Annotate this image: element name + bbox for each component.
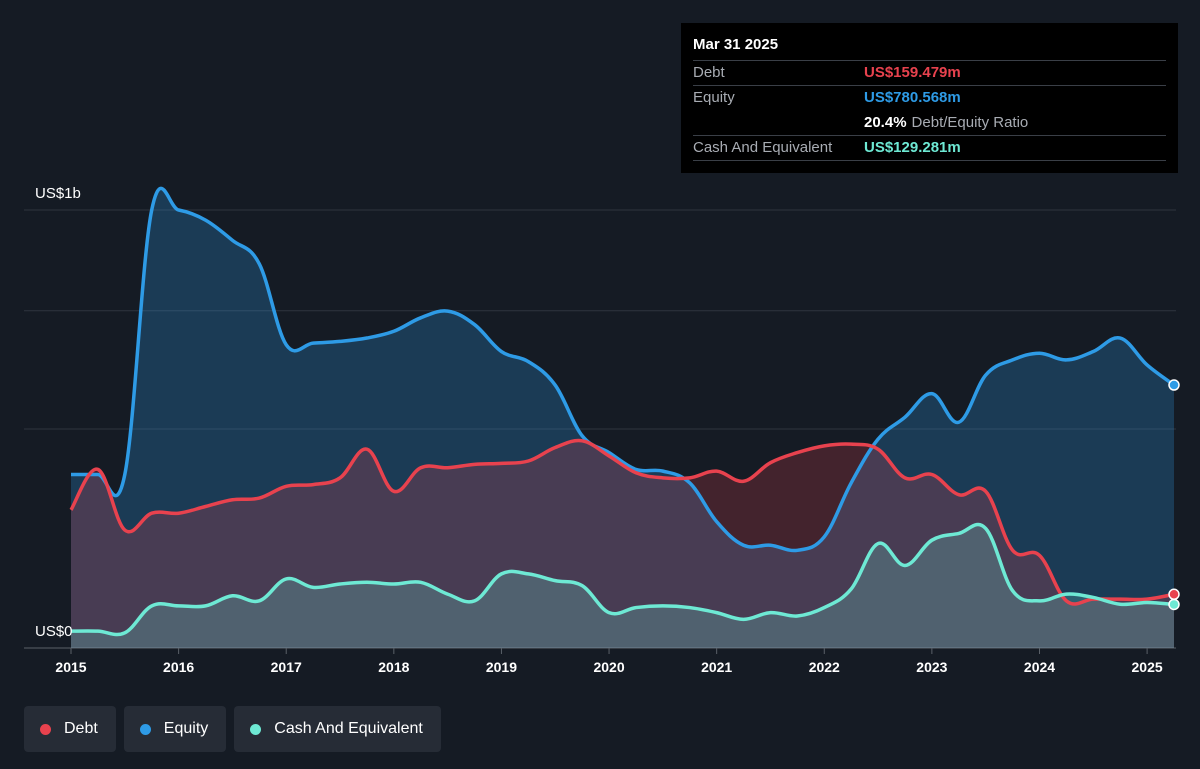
endpoint-cash-and-equivalent	[1168, 598, 1180, 611]
area-equity	[71, 188, 1174, 648]
tooltip-row-cash: Cash And Equivalent US$129.281m	[693, 135, 1166, 161]
tooltip-row-equity: Equity US$780.568m	[693, 85, 1166, 110]
y-axis-bottom-label: US$0	[35, 623, 73, 640]
legend-dot-equity	[139, 723, 151, 735]
legend: Debt Equity Cash And Equivalent	[24, 706, 441, 752]
tooltip-equity-value: US$780.568m	[864, 89, 961, 106]
tooltip-ratio-value: 20.4%	[864, 114, 907, 131]
endpoint-debt	[1168, 588, 1180, 601]
x-axis-ticks: 2015 2016 2017 2018 2019 2020 2021 2022 2023 2024…	[55, 648, 1163, 675]
legend-item-debt[interactable]: Debt	[24, 706, 116, 752]
x-tick-label: 2021	[701, 659, 732, 675]
x-tick-label: 2017	[271, 659, 302, 675]
legend-dot-cash	[250, 723, 262, 735]
x-tick-label: 2016	[163, 659, 194, 675]
x-tick-label: 2015	[55, 659, 86, 675]
tooltip-cash-label: Cash And Equivalent	[693, 139, 833, 156]
legend-label-debt: Debt	[64, 720, 98, 737]
x-tick-label: 2023	[916, 659, 947, 675]
x-tick-label: 2020	[593, 659, 624, 675]
legend-dot-debt	[40, 723, 51, 735]
endpoint-equity	[1168, 379, 1180, 391]
legend-item-cash[interactable]: Cash And Equivalent	[234, 706, 441, 752]
tooltip-date: Mar 31 2025	[693, 36, 779, 53]
tooltip-cash-value: US$129.281m	[864, 139, 961, 156]
x-tick-label: 2025	[1132, 659, 1163, 675]
x-tick-label: 2019	[486, 659, 517, 675]
tooltip-row-ratio: 20.4% Debt/Equity Ratio	[693, 110, 1166, 135]
series-endpoints	[1168, 379, 1180, 611]
x-tick-label: 2018	[378, 659, 409, 675]
y-axis-top-label: US$1b	[35, 185, 81, 202]
tooltip-debt-value: US$159.479m	[864, 64, 961, 81]
series-lines	[69, 186, 1176, 637]
legend-label-cash: Cash And Equivalent	[274, 720, 423, 737]
line-cash-and-equivalent	[70, 522, 1175, 637]
grid-lines	[24, 209, 1176, 649]
x-tick-label: 2024	[1024, 659, 1055, 675]
tooltip-row-debt: Debt US$159.479m	[693, 60, 1166, 85]
tooltip-panel: Mar 31 2025 Debt US$159.479m Equity US$7…	[681, 23, 1178, 173]
line-debt	[69, 438, 1175, 606]
legend-label-equity: Equity	[163, 720, 209, 737]
area-debt	[71, 440, 1174, 648]
tooltip-debt-label: Debt	[693, 64, 725, 81]
tooltip-equity-label: Equity	[693, 89, 735, 106]
series-areas	[71, 188, 1174, 648]
tooltip-ratio-label: Debt/Equity Ratio	[911, 114, 1029, 131]
area-cash-and-equivalent	[71, 524, 1174, 648]
legend-item-equity[interactable]: Equity	[123, 706, 227, 752]
x-tick-label: 2022	[809, 659, 840, 675]
